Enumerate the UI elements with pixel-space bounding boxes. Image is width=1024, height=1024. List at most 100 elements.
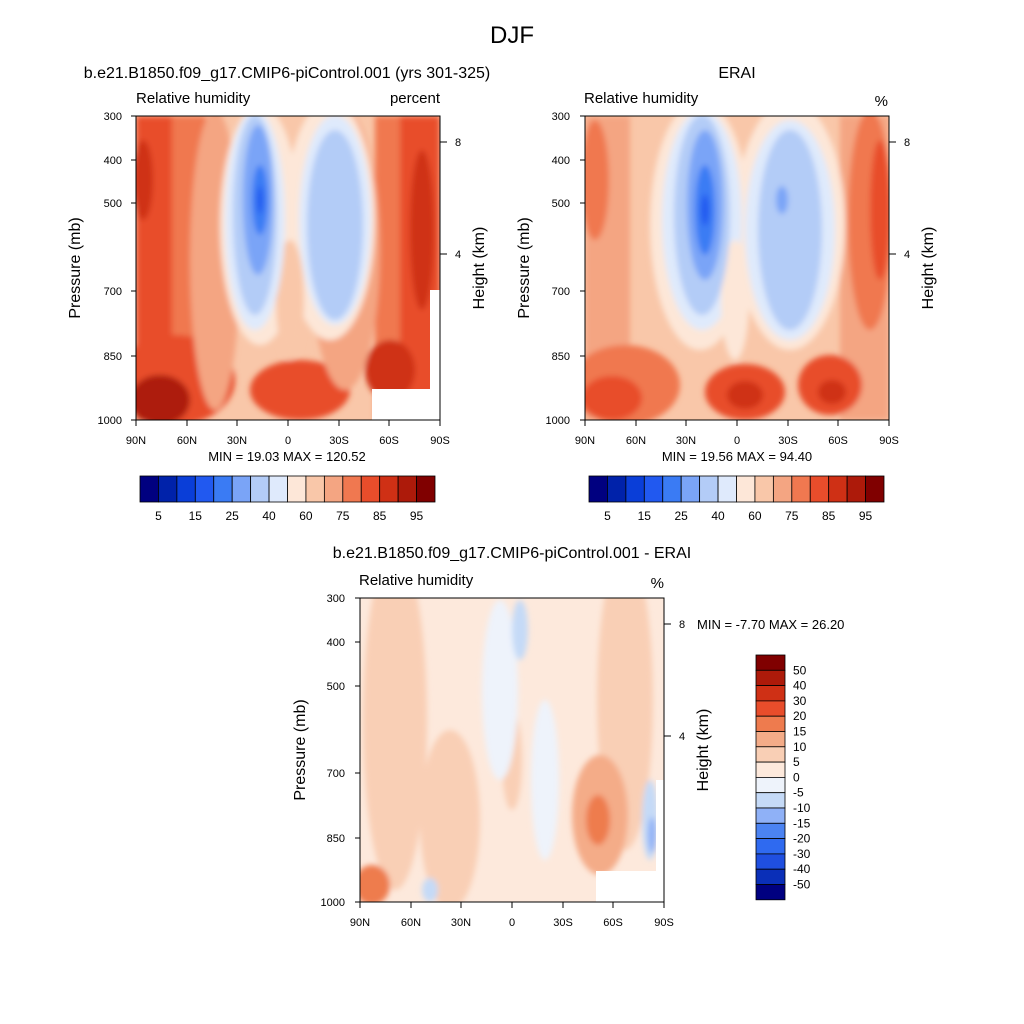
colorbar-swatch bbox=[755, 822, 786, 839]
ytick-right-label: 4 bbox=[904, 249, 910, 261]
min-max-label: MIN = -7.70 MAX = 26.20 bbox=[697, 617, 844, 632]
y-ticks-left: 300 400 500 700 850 1000 bbox=[321, 593, 360, 909]
colorbar-label: 5 bbox=[793, 755, 800, 769]
xtick-label: 30S bbox=[778, 435, 798, 447]
colorbar-label: 20 bbox=[793, 709, 807, 723]
colorbar-label: -15 bbox=[793, 816, 811, 830]
min-max-label: MIN = 19.03 MAX = 120.52 bbox=[208, 449, 366, 464]
colorbar: 5 15 25 40 60 75 85 95 bbox=[588, 475, 885, 523]
xtick-label: 60S bbox=[828, 435, 848, 447]
colorbar-swatch bbox=[755, 715, 786, 732]
colorbar-swatch bbox=[231, 475, 252, 503]
colorbar-swatch bbox=[755, 777, 786, 794]
ytick-right-label: 8 bbox=[679, 619, 685, 631]
x-ticks: 90N 60N 30N 0 30S 60S 90S bbox=[350, 902, 674, 929]
colorbar-swatch bbox=[213, 475, 233, 503]
colorbar-label: 40 bbox=[793, 679, 807, 693]
y-axis-right-label: Height (km) bbox=[471, 227, 488, 310]
ytick-label: 300 bbox=[327, 593, 345, 605]
colorbar-swatch bbox=[379, 475, 399, 503]
y-axis-right-label: Height (km) bbox=[920, 227, 937, 310]
y-axis-label: Pressure (mb) bbox=[516, 217, 533, 318]
colorbar-label: 5 bbox=[155, 509, 162, 523]
colorbar-label: 5 bbox=[604, 509, 611, 523]
colorbar-swatch bbox=[755, 853, 786, 870]
xtick-label: 30N bbox=[676, 435, 696, 447]
panel-title: b.e21.B1850.f09_g17.CMIP6-piControl.001 … bbox=[333, 545, 691, 562]
contour-field bbox=[136, 116, 440, 420]
y-ticks-left: 300 400 500 700 850 1000 bbox=[98, 111, 136, 427]
colorbar-swatch bbox=[268, 475, 288, 503]
ytick-right-label: 8 bbox=[455, 137, 461, 149]
ytick-label: 850 bbox=[104, 351, 122, 363]
colorbar-label: 10 bbox=[793, 740, 807, 754]
ytick-label: 1000 bbox=[546, 415, 570, 427]
colorbar-label: 60 bbox=[299, 509, 313, 523]
xtick-label: 60N bbox=[177, 435, 197, 447]
colorbar-label: -20 bbox=[793, 832, 811, 846]
colorbar-label: 0 bbox=[793, 770, 800, 784]
xtick-label: 60S bbox=[379, 435, 399, 447]
ytick-label: 1000 bbox=[321, 897, 345, 909]
colorbar-label: -40 bbox=[793, 862, 811, 876]
colorbar-swatch bbox=[755, 884, 786, 901]
ytick-label: 1000 bbox=[98, 415, 122, 427]
colorbar: 5 15 25 40 60 75 85 95 bbox=[139, 475, 436, 523]
colorbar-label: 50 bbox=[793, 663, 807, 677]
colorbar-swatch bbox=[846, 475, 866, 503]
xtick-label: 90S bbox=[654, 917, 674, 929]
colorbar-swatch bbox=[736, 475, 756, 503]
ytick-label: 850 bbox=[552, 351, 570, 363]
xtick-label: 30N bbox=[451, 917, 471, 929]
colorbar-label: 95 bbox=[859, 509, 873, 523]
colorbar-swatch bbox=[755, 669, 786, 686]
ytick-label: 400 bbox=[327, 637, 345, 649]
colorbar-label: 15 bbox=[793, 725, 807, 739]
colorbar-swatch bbox=[158, 475, 178, 503]
colorbar-swatch bbox=[755, 685, 786, 702]
xtick-label: 90S bbox=[430, 435, 450, 447]
y-ticks-left: 300 400 500 700 850 1000 bbox=[546, 111, 585, 427]
panel-difference: b.e21.B1850.f09_g17.CMIP6-piControl.001 … bbox=[292, 545, 844, 929]
ytick-label: 300 bbox=[104, 111, 122, 123]
colorbar-label: 75 bbox=[785, 509, 799, 523]
xtick-label: 0 bbox=[285, 435, 291, 447]
colorbar-label: 30 bbox=[793, 694, 807, 708]
colorbar-swatch bbox=[176, 475, 196, 503]
colorbar-swatch bbox=[360, 475, 381, 503]
panel-model: b.e21.B1850.f09_g17.CMIP6-piControl.001 … bbox=[67, 65, 490, 523]
ytick-right-label: 8 bbox=[904, 137, 910, 149]
colorbar-label: 85 bbox=[822, 509, 836, 523]
colorbar-swatch bbox=[755, 868, 786, 885]
xtick-label: 0 bbox=[734, 435, 740, 447]
colorbar-swatch bbox=[772, 475, 793, 503]
colorbar-swatch bbox=[342, 475, 362, 503]
colorbar-swatch bbox=[287, 475, 307, 503]
ytick-right-label: 4 bbox=[455, 249, 461, 261]
colorbar-swatch bbox=[755, 654, 786, 671]
y-axis-right-label: Height (km) bbox=[695, 709, 712, 792]
xtick-label: 30S bbox=[329, 435, 349, 447]
colorbar-label: 95 bbox=[410, 509, 424, 523]
colorbar-swatch bbox=[139, 475, 159, 503]
ytick-label: 500 bbox=[104, 198, 122, 210]
colorbar-swatch bbox=[305, 475, 325, 503]
ytick-label: 700 bbox=[552, 286, 570, 298]
panel-title: b.e21.B1850.f09_g17.CMIP6-piControl.001 … bbox=[84, 65, 490, 82]
ytick-label: 500 bbox=[552, 198, 570, 210]
colorbar-swatch bbox=[755, 700, 786, 717]
colorbar-swatch bbox=[250, 475, 270, 503]
colorbar-swatch bbox=[588, 475, 608, 503]
colorbar-swatch bbox=[416, 475, 436, 503]
panel-units-label: % bbox=[651, 575, 664, 592]
min-max-label: MIN = 19.56 MAX = 94.40 bbox=[662, 449, 812, 464]
ytick-label: 400 bbox=[552, 155, 570, 167]
ytick-right-label: 4 bbox=[679, 731, 685, 743]
panel-erai: ERAI Relative humidity % bbox=[516, 65, 937, 523]
colorbar-swatch bbox=[865, 475, 885, 503]
xtick-label: 90N bbox=[126, 435, 146, 447]
colorbar-label: 40 bbox=[711, 509, 725, 523]
colorbar-swatch bbox=[680, 475, 701, 503]
xtick-label: 90N bbox=[575, 435, 595, 447]
panel-units-label: percent bbox=[390, 90, 441, 107]
